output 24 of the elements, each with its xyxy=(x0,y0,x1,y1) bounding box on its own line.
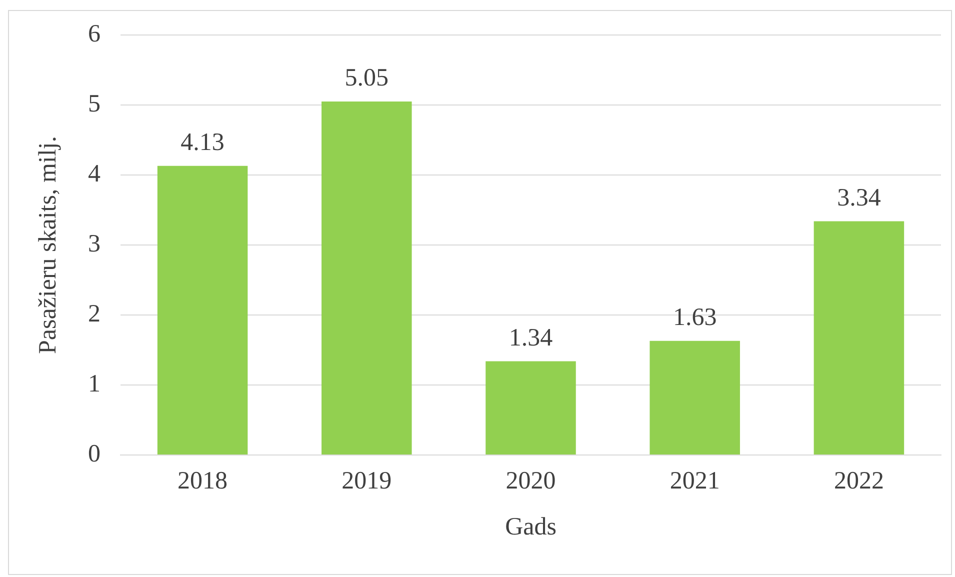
bar xyxy=(486,361,576,454)
data-label: 1.63 xyxy=(672,304,717,331)
x-tick-label: 2021 xyxy=(670,468,720,495)
data-label: 4.13 xyxy=(180,128,224,156)
x-tick-label: 2019 xyxy=(342,468,392,495)
bar xyxy=(322,102,412,454)
x-tick-label: 2018 xyxy=(178,468,228,495)
y-tick-label: 1 xyxy=(88,370,100,398)
y-tick-label: 5 xyxy=(88,90,100,118)
data-label: 5.05 xyxy=(344,64,389,92)
bar xyxy=(157,166,248,454)
bar xyxy=(814,221,904,454)
y-tick-label: 4 xyxy=(88,160,101,188)
bar xyxy=(650,340,740,454)
y-tick-label: 3 xyxy=(88,230,100,258)
x-tick-label: 2022 xyxy=(834,468,884,495)
x-axis-title: Gads xyxy=(505,514,556,541)
data-label: 3.34 xyxy=(837,184,882,212)
y-tick-label: 6 xyxy=(88,20,100,48)
data-label: 1.34 xyxy=(508,324,554,352)
y-tick-label: 0 xyxy=(88,440,100,468)
y-tick-label: 2 xyxy=(88,300,100,328)
x-tick-label: 2020 xyxy=(506,468,556,495)
y-axis-title: Pasažieru skaits, milj. xyxy=(34,136,62,354)
